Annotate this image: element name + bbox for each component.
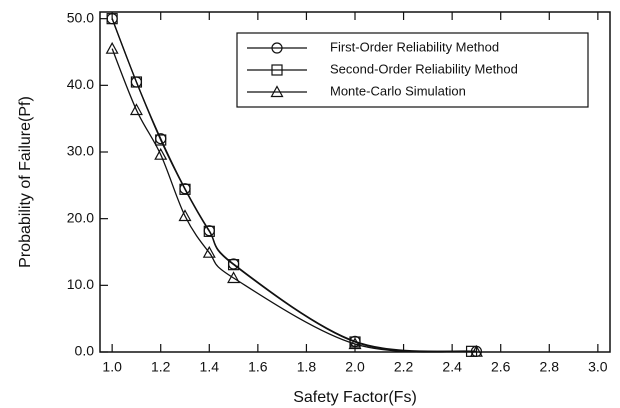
y-tick-label: 40.0	[67, 76, 94, 92]
data-point	[154, 147, 168, 160]
x-tick-label: 2.0	[345, 359, 365, 375]
data-point	[203, 225, 215, 237]
legend-marker	[271, 42, 283, 54]
y-tick-label: 10.0	[67, 276, 94, 292]
data-point	[155, 134, 167, 146]
x-tick-label: 2.4	[442, 359, 462, 375]
data-point	[105, 41, 119, 54]
y-tick-label: 50.0	[67, 9, 94, 25]
x-tick-label: 1.6	[248, 359, 268, 375]
data-point	[348, 337, 362, 350]
x-tick-label: 1.0	[102, 359, 122, 375]
x-tick-label: 1.4	[200, 359, 220, 375]
data-point	[202, 245, 216, 258]
y-axis-title: Probability of Failure(Pf)	[17, 96, 34, 268]
legend-text: First-Order Reliability Method	[330, 39, 499, 54]
data-point	[129, 103, 143, 116]
y-tick-label: 20.0	[67, 209, 94, 225]
data-point	[130, 76, 143, 88]
data-point	[227, 259, 240, 271]
legend-marker	[271, 64, 283, 76]
series-line	[111, 18, 472, 353]
data-point	[106, 13, 118, 25]
x-tick-label: 2.6	[491, 359, 511, 375]
data-point	[469, 344, 483, 357]
x-tick-label: 1.8	[297, 359, 317, 375]
data-point	[227, 271, 241, 284]
x-tick-label: 2.8	[540, 359, 560, 375]
x-tick-label: 2.2	[394, 359, 414, 375]
legend-text: Second-Order Reliability Method	[330, 61, 518, 76]
data-point	[178, 209, 192, 222]
y-tick-label: 30.0	[67, 143, 94, 159]
data-point	[179, 183, 191, 195]
series-line	[111, 48, 477, 353]
legend-marker	[270, 85, 284, 98]
x-tick-label: 3.0	[588, 359, 608, 375]
x-axis-title: Safety Factor(Fs)	[293, 389, 417, 406]
legend-text: Monte-Carlo Simulation	[330, 83, 466, 98]
x-tick-label: 1.2	[151, 359, 171, 375]
y-tick-label: 0.0	[75, 343, 95, 359]
